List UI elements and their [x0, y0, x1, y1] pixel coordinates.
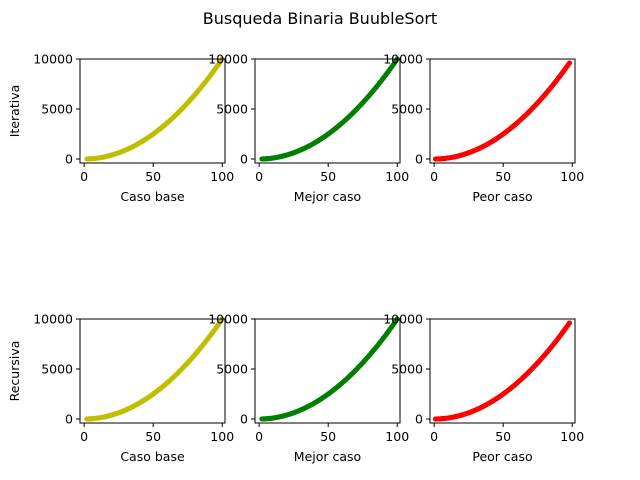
axes-frame	[79, 58, 226, 164]
y-tick-label: 10000	[383, 312, 423, 327]
y-axis-label: Iterativa	[7, 85, 22, 138]
data-point	[566, 320, 573, 326]
x-tick-label: 100	[210, 429, 234, 444]
x-tick-label: 0	[80, 169, 88, 184]
x-tick-label: 0	[80, 429, 88, 444]
axes-frame	[429, 58, 576, 164]
y-tick-label: 5000	[391, 102, 423, 117]
subplot-4: 0 50 100 0 5000 10000 Caso base Recursiva	[7, 312, 234, 465]
y-tick-label: 5000	[216, 362, 248, 377]
x-tick-label: 100	[560, 429, 584, 444]
x-axis-label: Caso base	[120, 449, 185, 464]
y-tick-label: 5000	[41, 102, 73, 117]
y-tick-label: 10000	[208, 312, 248, 327]
subplot-1: 0 50 100 0 5000 10000 Caso base Iterativa	[7, 52, 234, 205]
y-axis-label: Recursiva	[7, 341, 22, 402]
y-tick-label: 0	[240, 152, 248, 167]
x-tick-label: 50	[145, 429, 161, 444]
subplot-5: 0 50 100 0 5000 10000 Mejor caso	[208, 312, 409, 465]
y-tick-label: 0	[415, 152, 423, 167]
x-tick-label: 50	[320, 169, 336, 184]
axes-frame	[254, 58, 401, 164]
figure-title: Busqueda Binaria BuubleSort	[203, 9, 437, 28]
y-tick-label: 5000	[391, 362, 423, 377]
x-tick-label: 100	[385, 429, 409, 444]
axes-frame	[254, 318, 401, 424]
subplot-3: 0 50 100 0 5000 10000 Peor caso	[383, 52, 584, 205]
x-axis-label: Peor caso	[472, 449, 532, 464]
scatter-points	[432, 60, 573, 162]
x-tick-label: 50	[145, 169, 161, 184]
y-tick-label: 10000	[383, 52, 423, 67]
axes-frame	[429, 318, 576, 424]
y-tick-label: 10000	[208, 52, 248, 67]
y-tick-label: 10000	[33, 52, 73, 67]
scatter-points	[259, 56, 400, 162]
y-tick-label: 0	[65, 152, 73, 167]
x-tick-label: 0	[430, 169, 438, 184]
x-tick-label: 0	[255, 169, 263, 184]
scatter-points	[84, 56, 225, 162]
subplot-6: 0 50 100 0 5000 10000 Peor caso	[383, 312, 584, 465]
subplot-2: 0 50 100 0 5000 10000 Mejor caso	[208, 52, 409, 205]
y-tick-label: 0	[240, 412, 248, 427]
x-axis-label: Caso base	[120, 189, 185, 204]
scatter-points	[259, 316, 400, 422]
x-axis-label: Peor caso	[472, 189, 532, 204]
x-tick-label: 100	[385, 169, 409, 184]
x-axis-label: Mejor caso	[294, 449, 361, 464]
x-tick-label: 0	[255, 429, 263, 444]
x-tick-label: 100	[560, 169, 584, 184]
scatter-points	[84, 316, 225, 422]
x-tick-label: 0	[430, 429, 438, 444]
data-point	[566, 60, 573, 66]
y-tick-label: 0	[415, 412, 423, 427]
axes-frame	[79, 318, 226, 424]
y-tick-label: 0	[65, 412, 73, 427]
y-tick-label: 10000	[33, 312, 73, 327]
y-tick-label: 5000	[216, 102, 248, 117]
x-tick-label: 50	[495, 169, 511, 184]
x-tick-label: 100	[210, 169, 234, 184]
x-tick-label: 50	[320, 429, 336, 444]
x-axis-label: Mejor caso	[294, 189, 361, 204]
x-tick-label: 50	[495, 429, 511, 444]
y-tick-label: 5000	[41, 362, 73, 377]
scatter-points	[432, 320, 573, 422]
